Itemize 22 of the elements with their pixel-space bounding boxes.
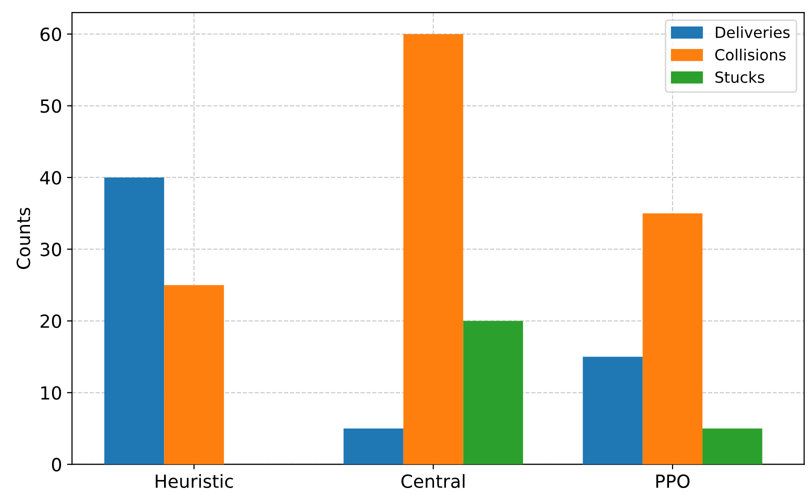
legend-label: Stucks (715, 71, 764, 83)
x-tick-label: Heuristic (156, 474, 233, 488)
x-tick-label: PPO (656, 474, 690, 488)
bar (642, 213, 702, 464)
y-tick-label: 0 (52, 458, 62, 472)
bar (582, 356, 643, 464)
legend-label: Deliveries (716, 26, 790, 38)
bar (463, 320, 524, 464)
bar (344, 428, 404, 464)
y-tick-label: 30 (40, 242, 62, 256)
bar (403, 34, 464, 464)
y-tick-label: 20 (40, 314, 62, 328)
y-tick-label: 60 (40, 28, 62, 42)
y-tick-label: 10 (41, 386, 62, 400)
bar (702, 428, 762, 464)
bar (164, 285, 224, 464)
legend-label: Collisions (715, 48, 786, 61)
y-tick-label: 50 (40, 99, 62, 113)
y-tick-label: 40 (40, 170, 62, 185)
bar (104, 177, 164, 464)
x-tick-label: Central (401, 474, 464, 488)
y-axis-title: Counts (16, 208, 30, 269)
